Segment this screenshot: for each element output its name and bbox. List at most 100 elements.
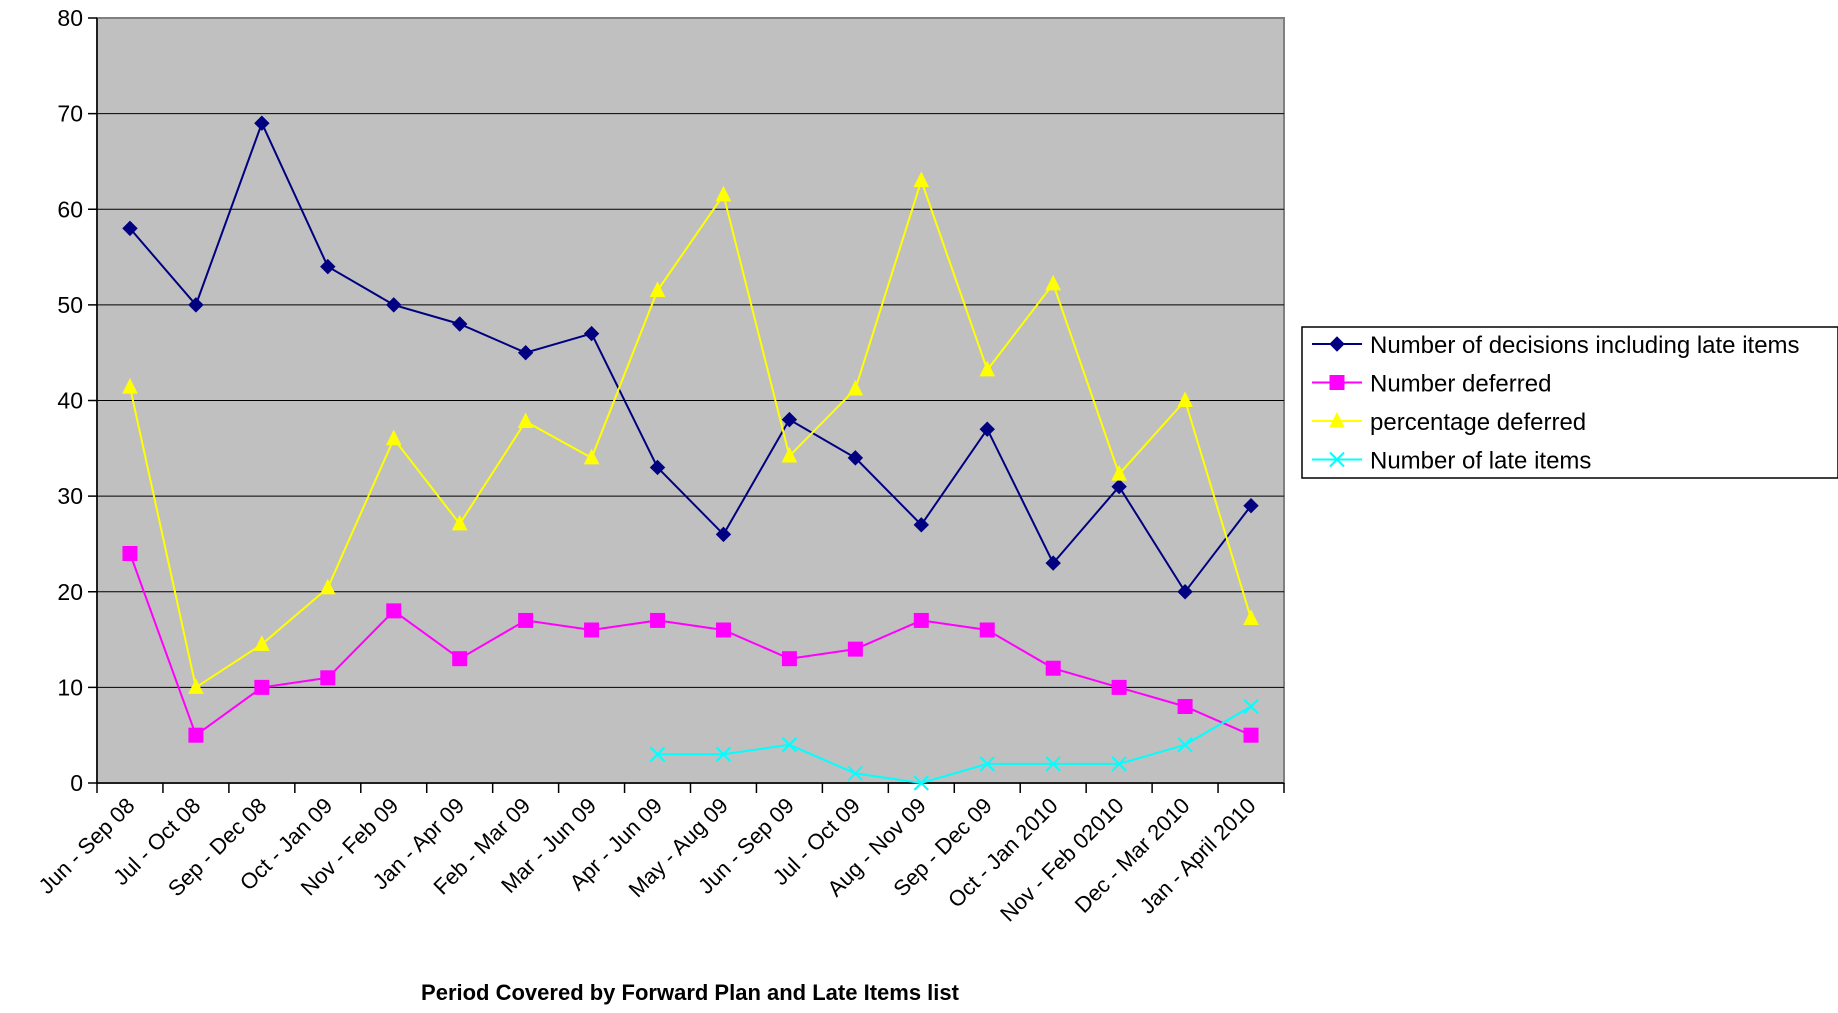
data-point-stroke <box>715 746 732 763</box>
y-tick-label: 70 <box>57 101 83 127</box>
data-point-stroke <box>913 775 930 791</box>
legend-swatch-marker <box>1329 411 1345 428</box>
y-tick-label: 50 <box>57 292 83 318</box>
data-point <box>649 746 666 763</box>
y-tick-label: 0 <box>70 770 83 796</box>
data-point <box>781 651 797 667</box>
data-point <box>781 737 798 753</box>
series-line <box>657 705 1252 785</box>
legend-swatch-marker <box>1329 451 1345 468</box>
data-point <box>386 297 402 313</box>
series-line <box>129 553 1252 737</box>
data-point <box>1111 478 1127 495</box>
y-tick-label: 10 <box>57 674 83 700</box>
data-point <box>781 411 798 428</box>
data-point <box>847 379 864 396</box>
data-point <box>650 612 666 628</box>
series-1 <box>122 546 1259 743</box>
legend-label: Number of late items <box>1370 448 1591 475</box>
series-line <box>129 120 1252 594</box>
legend-label: Number deferred <box>1370 371 1551 398</box>
data-point-stroke <box>781 737 798 753</box>
y-tick-label: 20 <box>57 579 83 605</box>
data-point <box>913 775 930 791</box>
data-point-stroke <box>1177 737 1193 753</box>
data-point <box>254 679 270 695</box>
data-point <box>1045 660 1061 676</box>
data-point <box>386 603 402 619</box>
data-point <box>847 450 864 466</box>
data-point <box>1177 737 1193 753</box>
data-point <box>1177 699 1193 714</box>
data-point <box>1243 609 1259 626</box>
data-point <box>451 316 468 332</box>
data-point <box>649 459 666 476</box>
data-point <box>452 651 468 667</box>
legend-label: Number of decisions including late items <box>1370 332 1800 359</box>
data-point <box>188 727 204 743</box>
legend-label: percentage deferred <box>1370 409 1586 436</box>
axes <box>88 17 1285 793</box>
data-point <box>1045 756 1061 772</box>
data-point <box>517 412 534 429</box>
data-point <box>1111 679 1127 695</box>
data-point <box>715 185 732 202</box>
series-line <box>129 177 1252 690</box>
data-point <box>715 746 732 763</box>
series-3 <box>649 698 1259 791</box>
x-tick-label: Nov - Feb 02010 <box>995 793 1129 927</box>
data-point <box>517 344 534 361</box>
data-point <box>979 421 995 437</box>
data-point-stroke <box>1045 756 1061 772</box>
series-2 <box>122 171 1259 694</box>
data-point <box>1243 727 1259 743</box>
data-point <box>188 297 204 313</box>
legend-item: Number of late items <box>1312 448 1591 475</box>
data-point <box>913 171 930 188</box>
legend-swatch-marker-stroke <box>1329 451 1345 468</box>
data-point <box>1111 465 1127 481</box>
data-point <box>913 517 930 533</box>
data-point <box>320 670 336 686</box>
y-tick-label: 30 <box>57 483 83 509</box>
data-point <box>320 258 336 275</box>
data-point <box>847 641 863 657</box>
data-point <box>979 756 995 772</box>
data-point <box>122 546 138 561</box>
data-point <box>583 325 600 342</box>
data-point <box>254 115 270 131</box>
data-point-stroke <box>847 765 864 782</box>
data-point <box>122 220 138 237</box>
data-point <box>1177 584 1193 600</box>
data-point <box>385 429 402 446</box>
data-point <box>451 514 468 531</box>
legend-item: Number deferred <box>1312 371 1551 398</box>
legend-item: Number of decisions including late items <box>1312 332 1800 359</box>
x-tick-label: Jan - April 2010 <box>1135 793 1261 919</box>
legend: Number of decisions including late items… <box>1301 326 1838 479</box>
data-point <box>188 678 204 694</box>
legend-swatch-marker <box>1329 336 1345 352</box>
data-point <box>1243 497 1259 514</box>
data-point <box>781 446 798 463</box>
y-tick-label: 80 <box>57 5 83 31</box>
data-point <box>1045 274 1062 291</box>
data-point <box>979 360 996 377</box>
legend-item: percentage deferred <box>1312 409 1586 436</box>
legend-box <box>1301 326 1838 479</box>
data-point-stroke <box>979 756 995 772</box>
data-point-stroke <box>1111 756 1127 772</box>
data-point <box>319 578 336 595</box>
data-point <box>847 765 864 782</box>
data-point <box>913 612 929 628</box>
legend-swatch-marker <box>1329 375 1345 390</box>
data-point <box>122 377 138 394</box>
x-tick-label: Dec - Mar 2010 <box>1070 793 1195 918</box>
data-point <box>715 526 732 543</box>
gridlines <box>97 113 1284 688</box>
data-point <box>583 448 600 465</box>
data-point <box>518 612 534 628</box>
data-point-stroke <box>649 746 666 763</box>
